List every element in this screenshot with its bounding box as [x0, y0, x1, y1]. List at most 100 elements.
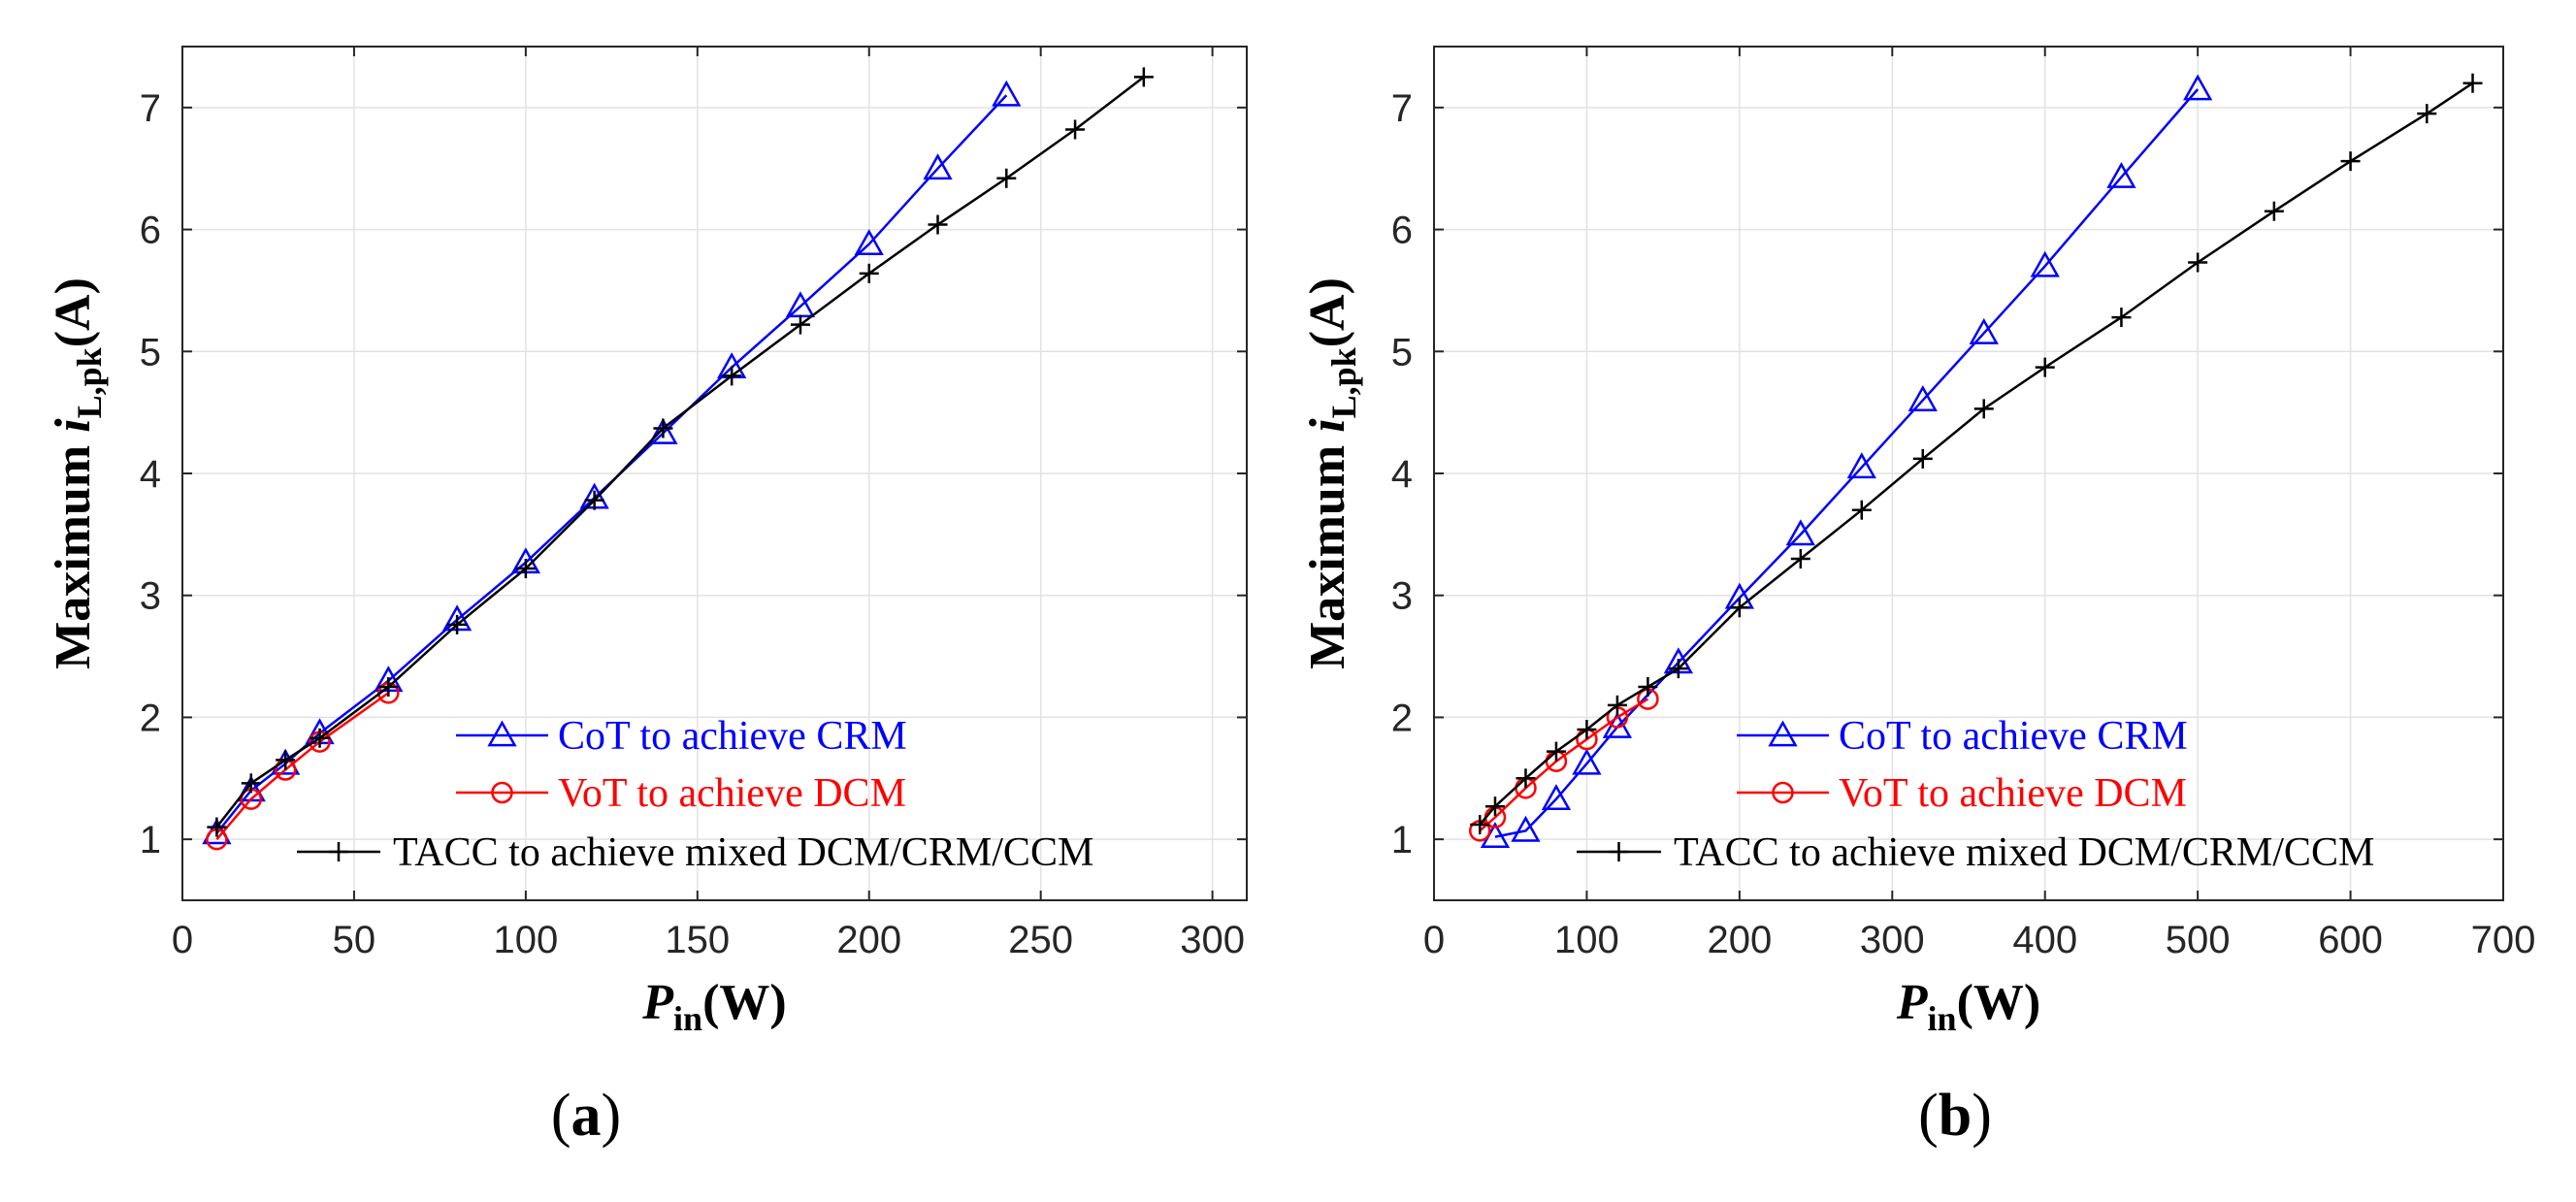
panel-a-legend-label: CoT to achieve CRM: [558, 714, 907, 759]
panel-b-data-point: [1969, 317, 1999, 344]
panel-b-legend-marker: [1768, 720, 1798, 747]
chart-panel-a: 0 50 100 150 200 250 300 1 2 3 4 5 6 7 Pin(W) Maximum i…: [46, 46, 1248, 1149]
panel-b-xtick-label: 700: [2471, 919, 2536, 961]
panel-b-ytick-label: 7: [1391, 87, 1413, 130]
panel-a-data-point: [584, 490, 604, 510]
panel-b-ytick-label: 3: [1391, 575, 1413, 618]
panel-a-ytick-label: 1: [140, 819, 161, 861]
panel-a-data-point: [996, 168, 1017, 188]
panel-b-xtick-label: 300: [1860, 919, 1925, 961]
panel-b-data-point: [1973, 399, 1994, 419]
panel-b-data-point: [2035, 357, 2055, 377]
panel-b-y-axis-label-main: Maximum: [1300, 433, 1355, 669]
panel-b-x-axis-label-main: P: [1896, 975, 1929, 1030]
panel-a-xtick-label: 0: [172, 919, 193, 961]
panel-b-panel-label-close: ): [1972, 1083, 1992, 1149]
panel-b-xtick-label: 400: [2012, 919, 2077, 961]
panel-b-data-point: [1638, 677, 1658, 697]
panel-b-data-point: [1729, 598, 1749, 618]
panel-a-data-point: [515, 559, 536, 579]
panel-a-data-point: [1133, 67, 1154, 87]
panel-a-ytick-label: 4: [140, 453, 161, 496]
panel-b-panel-label: (b): [1918, 1083, 1992, 1149]
panel-a-legend-marker: [329, 842, 348, 861]
panel-a-x-axis-label-main: P: [641, 975, 674, 1030]
panel-a-ytick-label: 3: [140, 575, 161, 618]
panel-b-xtick-label: 200: [1707, 919, 1772, 961]
panel-a-data-point: [310, 728, 330, 748]
panel-a-data-point: [722, 366, 742, 386]
panel-a-y-axis-label-unit: (A): [46, 277, 101, 347]
panel-a-x-axis-label-sub: in: [673, 999, 702, 1038]
panel-b-panel-label-letter: b: [1939, 1083, 1972, 1149]
panel-b-data-point: [2030, 250, 2060, 277]
panel-a-data-point: [241, 773, 261, 794]
panel-b-data-point: [2111, 308, 2132, 328]
panel-b-xtick-label: 600: [2318, 919, 2383, 961]
panel-a-x-axis-label: Pin(W): [641, 975, 786, 1038]
panel-b-data-point: [1516, 768, 1536, 789]
panel-b-data-point: [2340, 151, 2361, 172]
panel-b-data-point: [1572, 748, 1602, 775]
panel-a-xtick-label: 250: [1008, 919, 1073, 961]
panel-b-ytick-label: 5: [1391, 331, 1413, 374]
panel-a-y-axis-label-var: i: [46, 418, 101, 433]
panel-b-data-point: [2188, 252, 2208, 273]
panel-a-data-point: [447, 614, 468, 634]
panel-b-xtick-label: 500: [2166, 919, 2231, 961]
panel-a-data-point: [1065, 119, 1086, 140]
panel-a-y-axis-label-sub: L,pk: [70, 347, 109, 418]
panel-b-y-axis-label-unit: (A): [1300, 277, 1355, 347]
panel-b-data-point: [1851, 500, 1872, 520]
panel-b-data-point: [2264, 201, 2284, 221]
panel-b-ytick-label: 6: [1391, 210, 1413, 252]
panel-a-data-point: [207, 817, 227, 837]
panel-a-panel-label-letter: a: [571, 1083, 602, 1149]
panel-b-legend-label: TACC to achieve mixed DCM/CRM/CCM: [1674, 830, 2374, 875]
panel-a-x-axis-label-unit: (W): [702, 975, 787, 1030]
panel-b-x-axis-label: Pin(W): [1896, 975, 2040, 1038]
panel-a-legend-label: TACC to achieve mixed DCM/CRM/CCM: [393, 830, 1093, 875]
panel-a-data-point: [992, 80, 1022, 107]
panel-a-data-point: [276, 750, 296, 770]
panel-a-legend: CoT to achieve CRM VoT to achieve DCM TACC…: [297, 714, 1093, 875]
panel-b-legend-label: VoT to achieve DCM: [1839, 771, 2187, 816]
panel-b-data-point: [1541, 784, 1572, 811]
panel-a-series-line: [215, 692, 390, 840]
panel-a-ytick-label: 7: [140, 87, 161, 130]
panel-b-y-axis-label-sub: L,pk: [1324, 347, 1363, 418]
chart-panel-b: 0 100 200 300 400 500 600 700 1 2 3 4 5 6 7 Pin(W) Maxim…: [1300, 46, 2536, 1149]
panel-b-legend-marker: [1772, 781, 1794, 804]
panel-b-data-point: [1470, 815, 1490, 835]
panel-a-data-point: [928, 214, 948, 235]
panel-b-data-point: [1668, 659, 1688, 679]
panel-b-ytick-label: 4: [1391, 453, 1413, 496]
panel-a-legend-marker: [487, 720, 517, 747]
panel-a-ytick-label: 6: [140, 210, 161, 252]
panel-b-data-point: [1511, 815, 1541, 842]
panel-b-data-point: [1607, 695, 1627, 715]
panel-b-data-point: [1790, 549, 1810, 569]
panel-a-legend-marker: [491, 781, 513, 804]
panel-a-xtick-label: 200: [836, 919, 901, 961]
panel-b-data-point: [1908, 385, 1938, 411]
panel-a-panel-label-close: ): [602, 1083, 622, 1149]
panel-b-x-axis-label-sub: in: [1928, 999, 1957, 1038]
panel-a-xtick-label: 150: [665, 919, 730, 961]
panel-a-xtick-label: 100: [493, 919, 558, 961]
panel-b-ytick-label: 1: [1391, 819, 1413, 861]
panel-b-series-triangle: [1480, 74, 2213, 849]
panel-a-ytick-label: 5: [140, 331, 161, 374]
panel-b-data-point: [2462, 73, 2483, 93]
panel-a-ytick-label: 2: [140, 697, 161, 739]
panel-a-data-point: [790, 314, 810, 335]
panel-b-xtick-label: 100: [1554, 919, 1619, 961]
panel-a-legend-label: VoT to achieve DCM: [558, 771, 906, 816]
panel-b-data-point: [2417, 104, 2437, 124]
panel-b-xtick-label: 0: [1423, 919, 1445, 961]
panel-b-data-point: [2183, 74, 2213, 101]
panel-a-y-axis-label: Maximum iL,pk(A): [46, 277, 109, 669]
panel-a-data-point: [648, 417, 678, 444]
panel-b-data-point: [1785, 519, 1815, 546]
